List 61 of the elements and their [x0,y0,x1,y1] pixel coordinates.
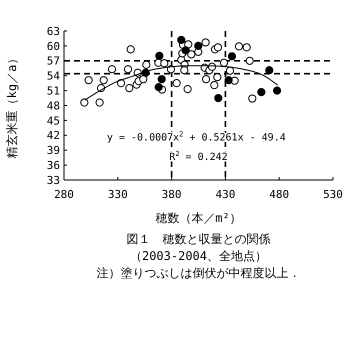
point [228,52,236,60]
point [213,73,222,82]
y-tick-label: 45 [46,114,60,128]
point [202,38,210,47]
y-tick-label: 33 [46,174,60,187]
point [272,86,282,95]
point [154,83,163,92]
point [184,85,192,94]
y-tick-label: 36 [46,158,60,172]
point [214,94,222,102]
point [214,43,222,52]
y-tick-label: 60 [46,40,60,53]
point [139,75,148,84]
point [155,52,164,60]
x-tick-label: 280 [54,188,74,201]
point [210,81,218,90]
point [142,60,150,69]
point [248,94,256,103]
point [80,98,88,107]
point [194,42,202,50]
text: 注）塗りつぶしは倒伏が中程度以上． [96,266,300,280]
point [158,75,166,84]
y-tick-label: 63 [46,24,60,38]
y-tick-label: 48 [46,99,60,112]
point [100,76,108,84]
point [125,84,134,92]
point [96,98,104,107]
x-tick-label: 530 [323,188,343,201]
point [202,75,210,84]
x-tick-label: 430 [215,188,236,201]
x-tick-label: 380 [162,188,182,201]
point [172,79,181,88]
point [220,58,228,67]
x-tick-label: 330 [108,188,128,201]
point [242,43,251,52]
annotation: R$^{2}$ = 0.242 [169,150,228,164]
y-tick-label: 51 [46,84,60,98]
point [182,46,190,54]
text: （2003-2004、全地点） [130,249,268,263]
x-tick-label: 480 [269,188,290,201]
point [124,65,132,74]
y-tick-label: 39 [46,144,60,158]
point [180,66,188,74]
point [108,65,116,74]
point [246,56,254,65]
point [84,76,93,84]
x-axis-title: 穂数（本／m²） [155,211,242,225]
point [234,42,244,50]
point [265,66,274,74]
point [257,88,266,96]
point [226,66,234,75]
annotation: y = -0.0007x$^{2}$ + 0.5261x - 49.4 [106,130,286,144]
y-tick-label: 42 [46,129,60,142]
point [224,76,233,84]
point [177,36,186,44]
text: 図１ 穂数と収量との関係 [126,232,270,246]
point [126,45,135,54]
y-axis-title: 精玄米重（kg／a） [5,52,19,158]
y-tick-label: 57 [46,54,60,68]
y-tick-label: 54 [46,70,60,83]
point [160,59,168,68]
